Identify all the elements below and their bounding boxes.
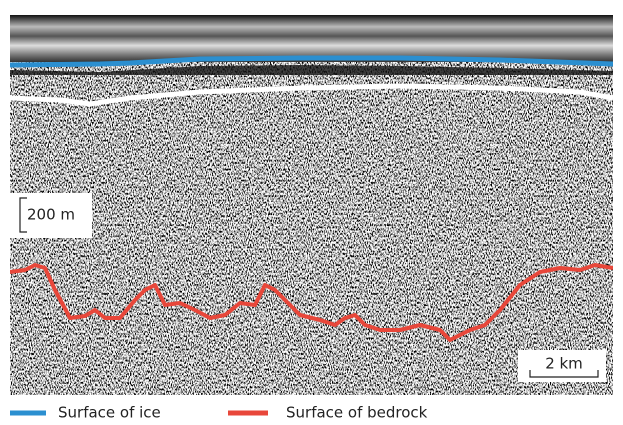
scale-label: 200 m [27,206,75,224]
legend-label: Surface of ice [58,404,161,422]
radargram [10,15,613,395]
figure: 200 m 2 km Surface of ice Surface of bed… [0,0,623,425]
scale-label: 2 km [545,355,583,373]
legend-label: Surface of bedrock [286,404,428,422]
air-band [10,15,613,62]
